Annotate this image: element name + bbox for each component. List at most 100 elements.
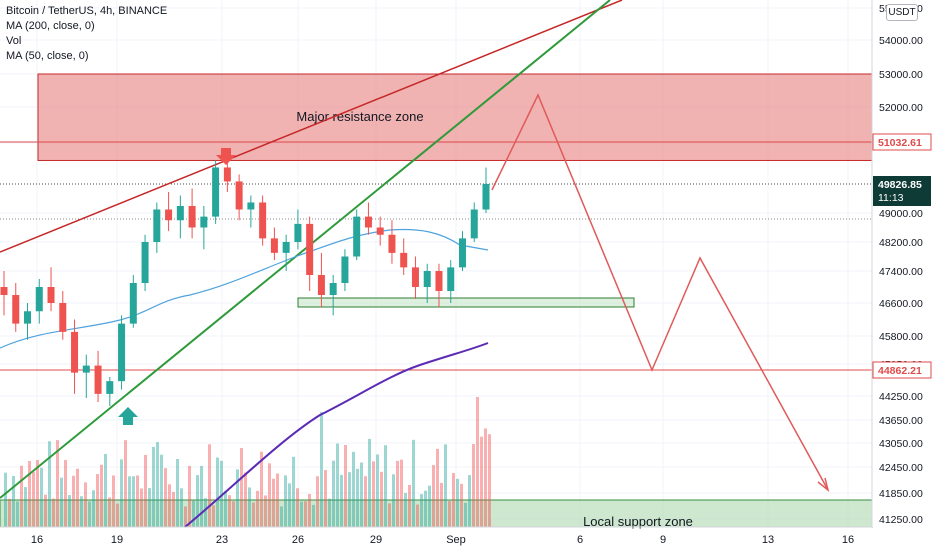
x-tick-label: 16 [31,534,43,546]
volume-bar [72,475,75,527]
volume-bar [164,468,167,527]
volume-bar [392,474,395,527]
candle-body [282,242,290,253]
volume-bar [116,503,119,527]
candle-body [165,209,173,221]
volume-bar [244,472,247,527]
volume-bar [252,502,255,527]
legend-ma50[interactable]: MA (50, close, 0) [6,50,89,62]
candle-body [259,202,267,239]
candle-body [35,287,43,312]
candle-body [247,202,255,210]
volume-bar [464,502,467,527]
volume-bar [460,483,463,527]
volume-bar [228,495,231,527]
y-tick-label: 52000.00 [879,102,923,114]
volume-bar [384,445,387,527]
volume-bar [280,506,283,527]
volume-bar [84,482,87,527]
x-tick-label: 29 [370,534,382,546]
y-tick-label: 43050.00 [879,438,923,450]
volume-bar [120,459,123,527]
currency-button[interactable]: USDT [886,4,918,21]
volume-bar [396,460,399,527]
x-tick-label: 9 [660,534,666,546]
volume-bar [104,453,107,527]
volume-bar [296,488,299,527]
volume-bar [316,476,319,527]
legend-title[interactable]: Bitcoin / TetherUS, 4h, BINANCE [6,5,168,17]
upper-trendline [0,0,623,253]
volume-bar [332,460,335,527]
volume-bar [304,501,307,527]
small-support-zone [297,297,635,308]
volume-bar [44,494,47,527]
volume-bar [328,498,331,527]
candle-body [176,205,184,221]
volume-bar [232,501,235,527]
volume-bar [124,440,127,527]
price-label: 44862.21 [878,365,922,377]
volume-bar [436,448,439,527]
candle-body [435,271,443,291]
price-label: 51032.61 [878,137,922,149]
legend-ma200[interactable]: MA (200, close, 0) [6,20,95,32]
y-tick-label: 47400.00 [879,266,923,278]
candle-body [223,167,231,182]
candle-body [59,303,67,332]
y-tick-label: 42450.00 [879,462,923,474]
volume-bar [200,465,203,527]
candle-body [212,167,220,217]
ma200-line [184,342,489,528]
candle-body [353,216,361,257]
y-tick-label: 45800.00 [879,331,923,343]
volume-bar [156,442,159,527]
volume-bar [488,434,491,527]
volume-bar [324,470,327,527]
volume-bar [348,472,351,527]
volume-bar [160,454,163,527]
legend-vol[interactable]: Vol [6,35,22,47]
candle-body [24,311,32,324]
candle-body [329,283,337,295]
volume-bar [140,488,143,527]
candle-body [47,287,55,303]
volume-bar [88,501,91,527]
down-arrow-marker [216,148,236,165]
volume-bar [444,444,447,527]
y-tick-label: 41850.00 [879,488,923,500]
volume-bar [168,484,171,527]
volume-bar [484,428,487,527]
volume-bar [344,444,347,527]
volume-bar [68,495,71,527]
volume-bar [76,468,79,527]
volume-bar [152,446,155,527]
volume-bar [420,494,423,527]
candle-body [376,227,384,235]
volume-bar [388,503,391,527]
volume-bar [4,472,7,527]
trend-lines [0,0,830,528]
support-zone [0,499,873,528]
volume-bar [236,469,239,527]
volume-bar [48,441,51,527]
legend: Bitcoin / TetherUS, 4h, BINANCE MA (200,… [6,4,167,64]
volume-bar [216,457,219,527]
volume-bar [416,504,419,527]
y-tick-label: 53000.00 [879,69,923,81]
volume-bar [40,467,43,527]
volume-bar [292,456,295,527]
candles [0,153,490,406]
volume-bar [20,465,23,527]
volume-bar [208,444,211,527]
volume-bar [456,478,459,527]
candle-body [0,287,8,295]
resistance-zone-label: Major resistance zone [296,109,423,124]
resistance-zone [37,73,873,161]
volume-bar [372,461,375,527]
volume-bar [312,504,315,527]
volume-bar [112,475,115,527]
volume-bar [452,473,455,527]
